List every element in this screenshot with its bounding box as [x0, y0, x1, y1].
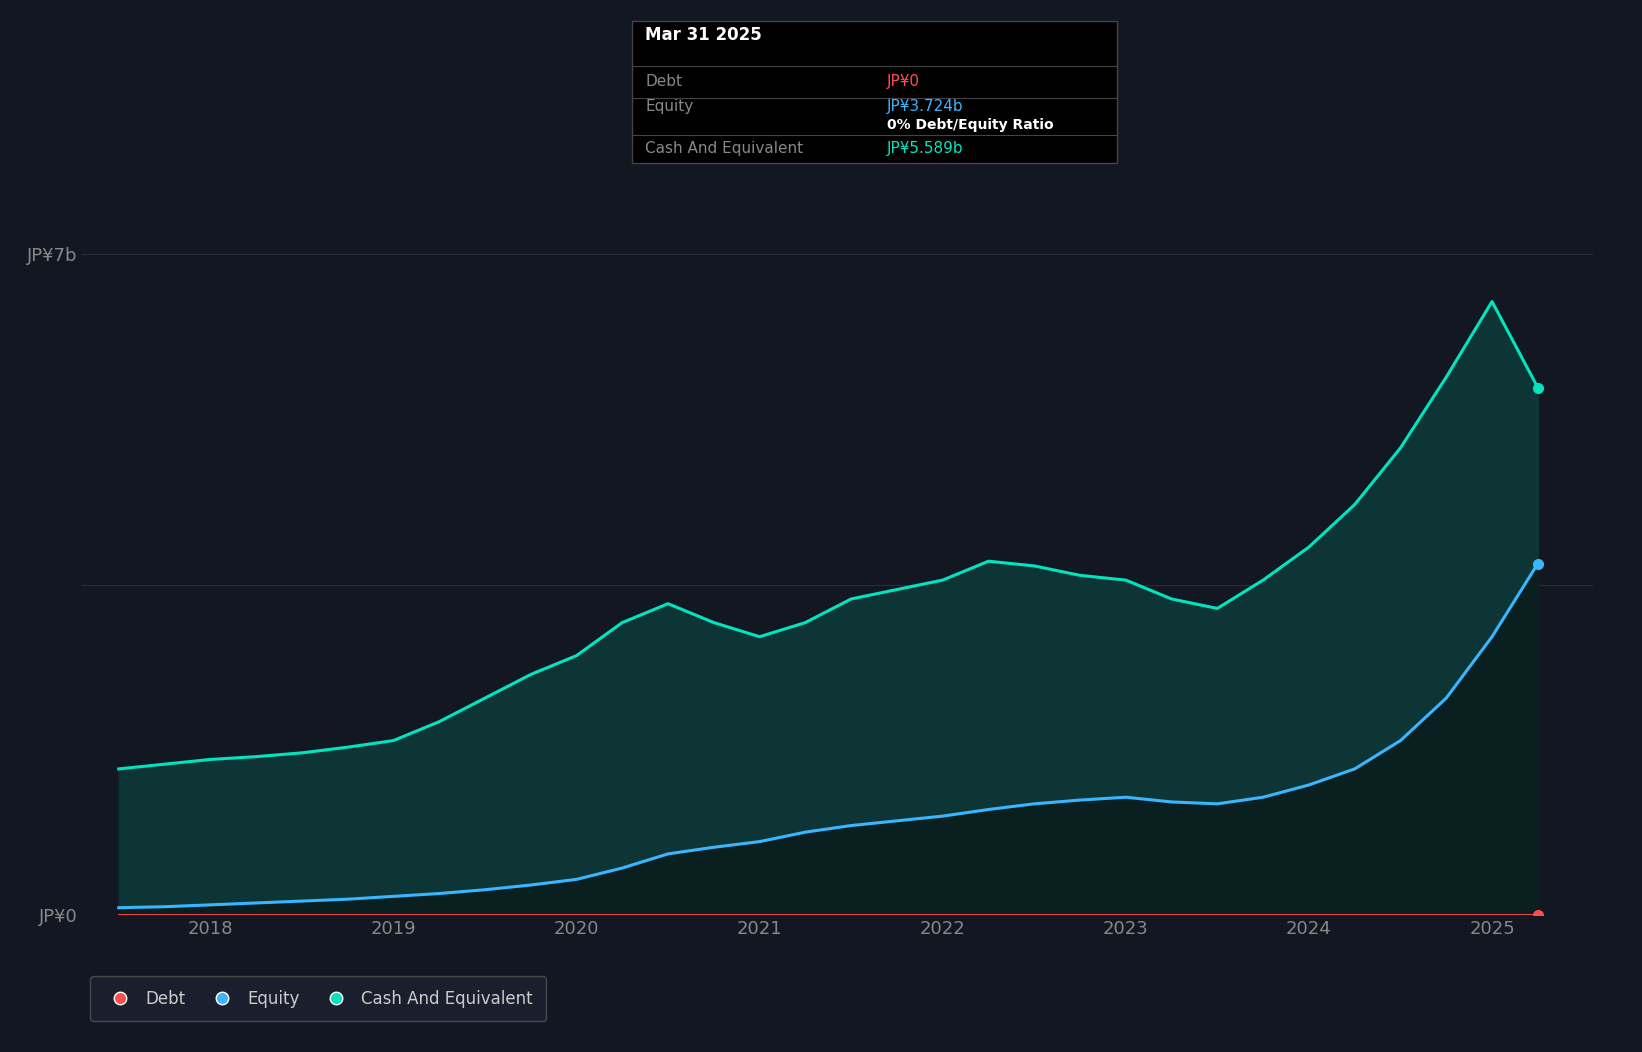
- Text: JP¥5.589b: JP¥5.589b: [887, 141, 964, 156]
- Text: Equity: Equity: [645, 99, 693, 114]
- Legend: Debt, Equity, Cash And Equivalent: Debt, Equity, Cash And Equivalent: [90, 976, 547, 1021]
- Text: Debt: Debt: [645, 75, 683, 89]
- Text: Mar 31 2025: Mar 31 2025: [645, 26, 762, 44]
- Text: JP¥3.724b: JP¥3.724b: [887, 99, 964, 114]
- Text: 0% Debt/Equity Ratio: 0% Debt/Equity Ratio: [887, 118, 1053, 132]
- Text: JP¥0: JP¥0: [887, 75, 920, 89]
- Text: Cash And Equivalent: Cash And Equivalent: [645, 141, 803, 156]
